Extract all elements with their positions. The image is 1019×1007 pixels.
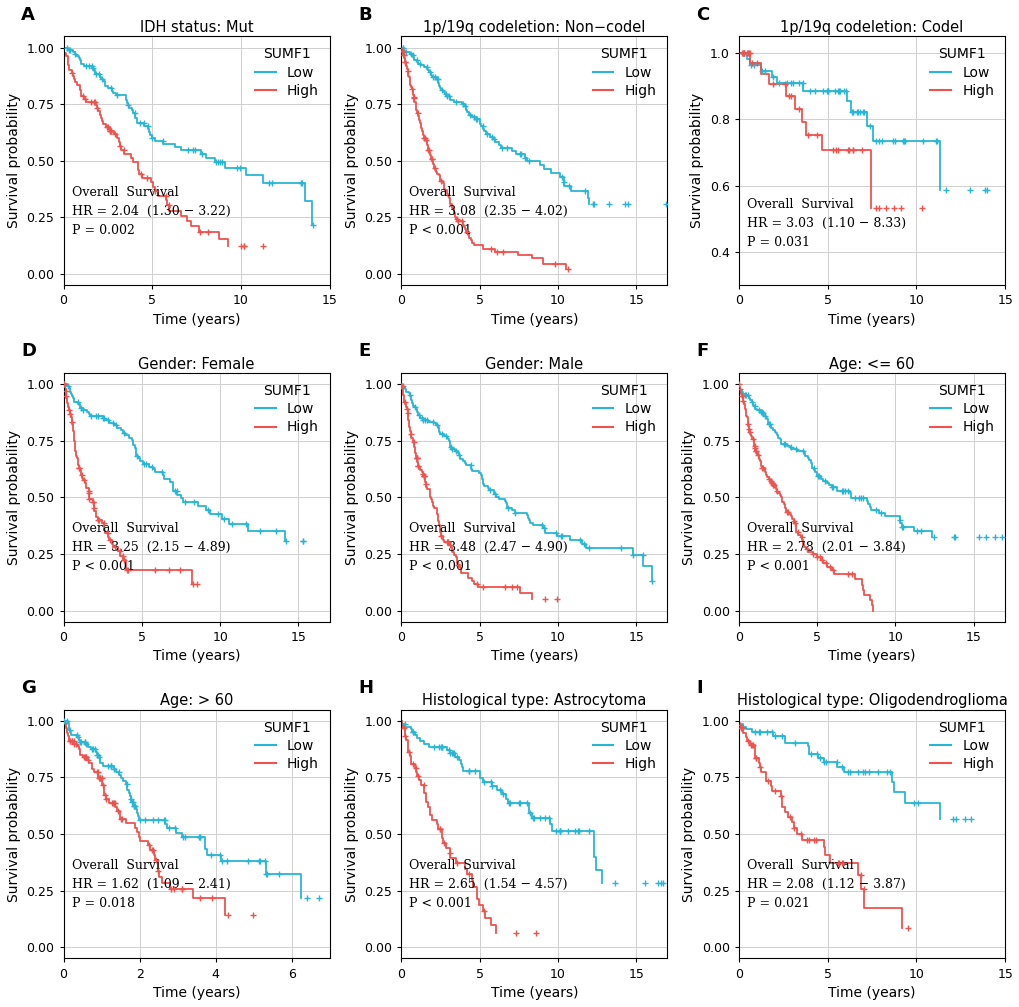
Legend: Low, High: Low, High [925,716,998,775]
Title: 1p/19q codeletion: Codel: 1p/19q codeletion: Codel [780,20,963,35]
Legend: Low, High: Low, High [588,716,660,775]
Y-axis label: Survival probability: Survival probability [344,766,359,901]
X-axis label: Time (years): Time (years) [153,313,240,327]
Y-axis label: Survival probability: Survival probability [7,430,21,565]
Text: G: G [21,679,36,697]
Text: Overall  Survival
HR = 3.25  (2.15 − 4.89)
P < 0.001: Overall Survival HR = 3.25 (2.15 − 4.89)… [71,523,230,573]
Title: 1p/19q codeletion: Non−codel: 1p/19q codeletion: Non−codel [423,20,645,35]
Legend: Low, High: Low, High [251,43,322,102]
Title: Age: <= 60: Age: <= 60 [828,356,914,372]
Y-axis label: Survival probability: Survival probability [690,94,704,229]
Legend: Low, High: Low, High [925,380,998,439]
X-axis label: Time (years): Time (years) [153,986,240,1000]
X-axis label: Time (years): Time (years) [490,986,578,1000]
Title: Histological type: Astrocytoma: Histological type: Astrocytoma [422,694,646,708]
Legend: Low, High: Low, High [925,43,998,102]
Y-axis label: Survival probability: Survival probability [344,430,359,565]
Y-axis label: Survival probability: Survival probability [682,766,696,901]
Y-axis label: Survival probability: Survival probability [7,94,21,229]
X-axis label: Time (years): Time (years) [490,650,578,664]
Text: Overall  Survival
HR = 2.04  (1.30 − 3.22)
P = 0.002: Overall Survival HR = 2.04 (1.30 − 3.22)… [71,185,230,237]
Text: Overall  Survival
HR = 3.08  (2.35 − 4.02)
P < 0.001: Overall Survival HR = 3.08 (2.35 − 4.02)… [409,185,568,237]
Text: D: D [21,342,36,361]
Text: E: E [359,342,371,361]
Text: Overall  Survival
HR = 2.78  (2.01 − 3.84)
P < 0.001: Overall Survival HR = 2.78 (2.01 − 3.84)… [746,523,905,573]
Title: Gender: Male: Gender: Male [485,356,583,372]
Legend: Low, High: Low, High [251,716,322,775]
Text: Overall  Survival
HR = 3.48  (2.47 − 4.90)
P < 0.001: Overall Survival HR = 3.48 (2.47 − 4.90)… [409,523,568,573]
Legend: Low, High: Low, High [251,380,322,439]
Legend: Low, High: Low, High [588,43,660,102]
Title: Gender: Female: Gender: Female [139,356,255,372]
Y-axis label: Survival probability: Survival probability [682,430,696,565]
Text: Overall  Survival
HR = 2.65  (1.54 − 4.57)
P < 0.001: Overall Survival HR = 2.65 (1.54 − 4.57)… [409,859,568,910]
Legend: Low, High: Low, High [588,380,660,439]
Y-axis label: Survival probability: Survival probability [344,94,359,229]
X-axis label: Time (years): Time (years) [827,650,915,664]
Text: C: C [696,6,709,24]
Text: Overall  Survival
HR = 1.62  (1.09 − 2.41)
P = 0.018: Overall Survival HR = 1.62 (1.09 − 2.41)… [71,859,230,910]
Text: A: A [21,6,35,24]
Text: I: I [696,679,702,697]
X-axis label: Time (years): Time (years) [827,986,915,1000]
Text: H: H [359,679,373,697]
Text: Overall  Survival
HR = 2.08  (1.12 − 3.87)
P = 0.021: Overall Survival HR = 2.08 (1.12 − 3.87)… [746,859,905,910]
Title: Histological type: Oligodendroglioma: Histological type: Oligodendroglioma [736,694,1007,708]
Text: B: B [359,6,372,24]
Title: Age: > 60: Age: > 60 [160,694,233,708]
Y-axis label: Survival probability: Survival probability [7,766,21,901]
X-axis label: Time (years): Time (years) [153,650,240,664]
X-axis label: Time (years): Time (years) [827,313,915,327]
X-axis label: Time (years): Time (years) [490,313,578,327]
Title: IDH status: Mut: IDH status: Mut [140,20,253,35]
Text: F: F [696,342,708,361]
Text: Overall  Survival
HR = 3.03  (1.10 − 8.33)
P = 0.031: Overall Survival HR = 3.03 (1.10 − 8.33)… [746,198,905,249]
